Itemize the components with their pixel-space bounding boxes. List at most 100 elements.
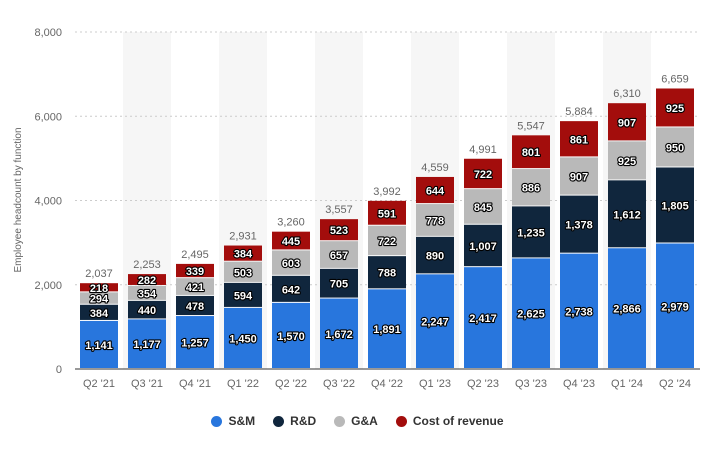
bar-segment-cost-of-revenue[interactable] [128, 274, 166, 285]
bar-segment-cost-of-revenue[interactable] [464, 158, 502, 189]
bar-segment-r-d[interactable] [224, 282, 262, 307]
bar-segment-cost-of-revenue[interactable] [272, 231, 310, 250]
bar-segment-s-m[interactable] [608, 248, 646, 368]
bar-segment-g-a[interactable] [272, 250, 310, 275]
bar-segment-g-a[interactable] [176, 278, 214, 295]
bar-segment-s-m[interactable] [416, 274, 454, 368]
y-tick-label: 2,000 [34, 280, 62, 292]
x-tick-label: Q4 '21 [179, 378, 211, 390]
bar-segment-r-d[interactable] [80, 304, 118, 320]
bar-segment-cost-of-revenue[interactable] [416, 176, 454, 204]
legend-marker-icon [211, 415, 223, 427]
bar-segment-s-m[interactable] [512, 258, 550, 368]
x-tick-label: Q2 '24 [659, 378, 691, 390]
bar-segment-g-a[interactable] [464, 189, 502, 224]
bar-segment-cost-of-revenue[interactable] [368, 200, 406, 225]
bar-segment-cost-of-revenue[interactable] [320, 219, 358, 241]
bar-segment-g-a[interactable] [560, 157, 598, 195]
data-label: 1,141 [85, 340, 113, 352]
bar-segment-g-a[interactable] [320, 241, 358, 268]
x-tick-label: Q4 '22 [371, 378, 403, 390]
data-label: 603 [282, 258, 300, 270]
bar-segment-r-d[interactable] [128, 300, 166, 319]
bar-segment-cost-of-revenue[interactable] [656, 88, 694, 127]
bar-segment-r-d[interactable] [656, 167, 694, 243]
bar-segment-cost-of-revenue[interactable] [80, 283, 118, 292]
legend-item[interactable]: Cost of revenue [395, 414, 504, 428]
data-label: 2,866 [613, 304, 641, 316]
data-label: 2,979 [661, 301, 689, 313]
bar-segment-r-d[interactable] [512, 206, 550, 258]
data-label: 1,235 [517, 227, 545, 239]
bar-segment-r-d[interactable] [320, 268, 358, 298]
data-label: 1,570 [277, 331, 305, 343]
data-label: 2,417 [469, 313, 497, 325]
data-label: 2,625 [517, 309, 545, 321]
bar-segment-g-a[interactable] [128, 285, 166, 300]
bar-segment-g-a[interactable] [656, 127, 694, 167]
data-label: 1,672 [325, 329, 353, 341]
bar-segment-g-a[interactable] [80, 292, 118, 304]
y-tick-label: 6,000 [34, 111, 62, 123]
bar-segment-cost-of-revenue[interactable] [224, 245, 262, 261]
bar-segment-g-a[interactable] [224, 261, 262, 282]
data-label: 705 [330, 279, 348, 291]
data-label: 886 [522, 183, 540, 195]
bar-segment-s-m[interactable] [128, 319, 166, 368]
legend-marker-icon [395, 415, 407, 427]
total-label: 4,559 [421, 162, 449, 174]
bar-segment-s-m[interactable] [320, 298, 358, 368]
data-label: 1,805 [661, 200, 689, 212]
total-label: 3,557 [325, 204, 353, 216]
data-label: 384 [90, 308, 109, 320]
bar-segment-s-m[interactable] [368, 289, 406, 368]
bar-segment-r-d[interactable] [272, 275, 310, 302]
data-label: 1,612 [613, 209, 641, 221]
bar-segment-r-d[interactable] [416, 236, 454, 274]
bar-segment-s-m[interactable] [176, 316, 214, 368]
data-label: 950 [666, 142, 684, 154]
data-label: 722 [474, 169, 492, 181]
bar-segment-s-m[interactable] [80, 320, 118, 368]
x-tick-label: Q3 '22 [323, 378, 355, 390]
bar-segment-s-m[interactable] [272, 302, 310, 368]
data-label: 421 [186, 282, 204, 294]
legend-item[interactable]: R&D [273, 414, 316, 428]
data-label: 925 [618, 156, 636, 168]
bar-segment-cost-of-revenue[interactable] [176, 263, 214, 278]
bar-segment-g-a[interactable] [368, 225, 406, 256]
data-label: 2,738 [565, 306, 593, 318]
bar-segment-s-m[interactable] [224, 307, 262, 368]
bar-segment-cost-of-revenue[interactable] [512, 135, 550, 169]
legend-item[interactable]: S&M [211, 414, 255, 428]
data-label: 1,257 [181, 338, 209, 350]
total-label: 5,547 [517, 120, 545, 132]
data-label: 440 [138, 305, 156, 317]
bar-segment-r-d[interactable] [608, 180, 646, 248]
legend-label: R&D [290, 414, 317, 428]
bar-segment-r-d[interactable] [560, 195, 598, 253]
data-label: 642 [282, 284, 300, 296]
data-label: 657 [330, 250, 348, 262]
bar-segment-r-d[interactable] [368, 256, 406, 289]
total-label: 5,884 [565, 106, 593, 118]
bar-segment-s-m[interactable] [560, 253, 598, 368]
bar-segment-r-d[interactable] [176, 295, 214, 316]
data-label: 801 [522, 147, 540, 159]
bar-segment-g-a[interactable] [608, 141, 646, 180]
bar-segment-s-m[interactable] [464, 267, 502, 368]
x-tick-label: Q3 '23 [515, 378, 547, 390]
total-label: 6,310 [613, 88, 641, 100]
y-tick-label: 8,000 [34, 27, 62, 39]
legend-item[interactable]: G&A [334, 414, 378, 428]
data-label: 503 [234, 267, 252, 279]
bar-segment-r-d[interactable] [464, 224, 502, 267]
bar-segment-s-m[interactable] [656, 243, 694, 368]
data-label: 2,247 [421, 317, 449, 329]
bar-segment-g-a[interactable] [512, 169, 550, 206]
bar-segment-cost-of-revenue[interactable] [608, 103, 646, 141]
bar-segment-g-a[interactable] [416, 204, 454, 236]
data-label: 925 [666, 103, 684, 115]
bar-segment-cost-of-revenue[interactable] [560, 121, 598, 157]
data-label: 523 [330, 225, 348, 237]
